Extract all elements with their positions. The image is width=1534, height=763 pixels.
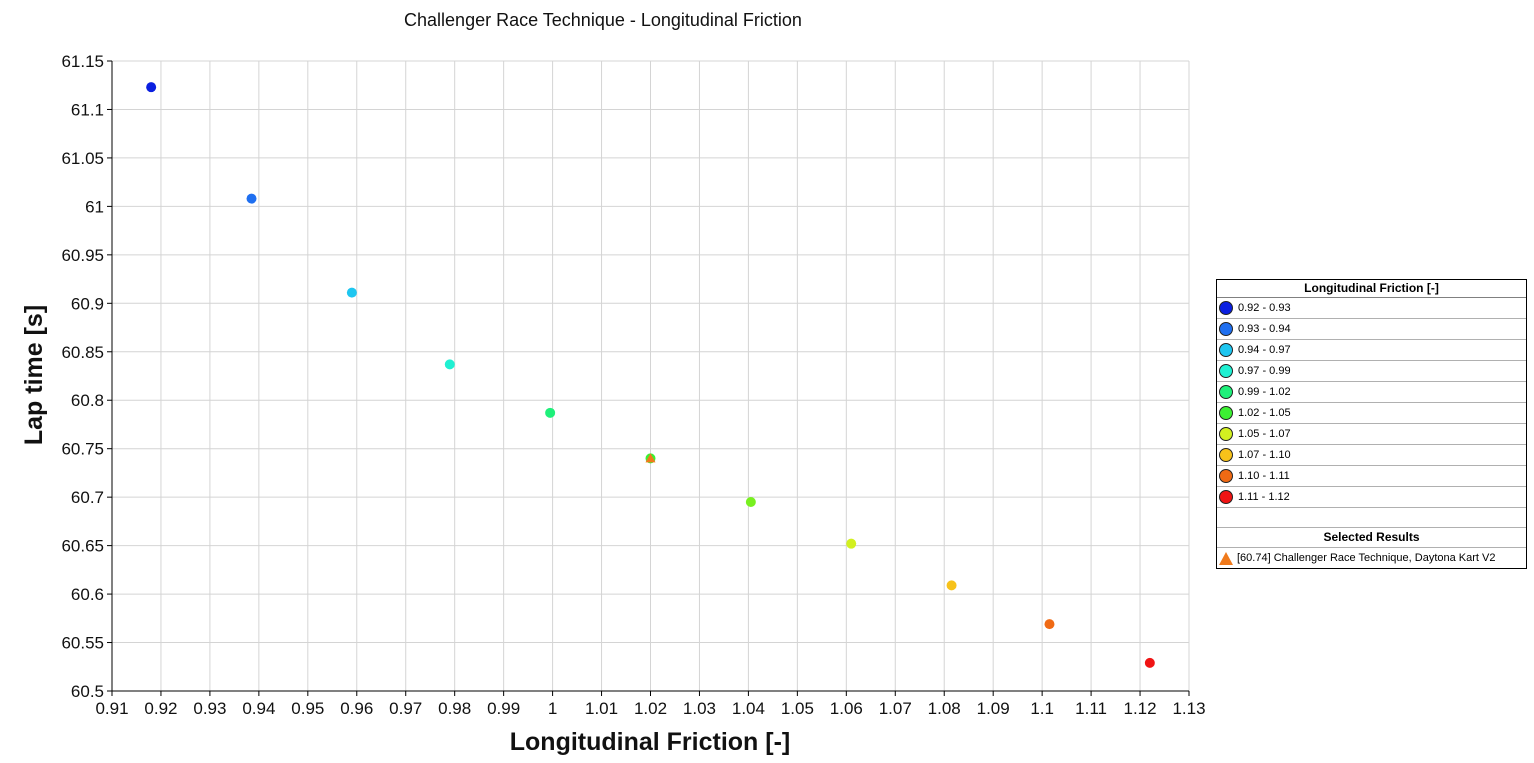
legend-swatch-icon <box>1219 301 1233 315</box>
legend-item-label: 1.10 - 1.11 <box>1238 470 1290 482</box>
x-tick-label: 1.1 <box>1030 699 1054 718</box>
legend-item: 0.94 - 0.97 <box>1217 340 1526 361</box>
legend-item: 0.93 - 0.94 <box>1217 319 1526 340</box>
legend-item: 1.10 - 1.11 <box>1217 466 1526 487</box>
x-tick-label: 1.12 <box>1123 699 1156 718</box>
x-tick-label: 1.03 <box>683 699 716 718</box>
y-tick-label: 61.1 <box>71 100 104 119</box>
data-point[interactable] <box>346 287 357 298</box>
x-tick-label: 1 <box>548 699 557 718</box>
legend-swatch-icon <box>1219 490 1233 504</box>
legend-item: 1.05 - 1.07 <box>1217 424 1526 445</box>
x-tick-label: 0.99 <box>487 699 520 718</box>
x-tick-label: 1.01 <box>585 699 618 718</box>
x-tick-label: 0.94 <box>242 699 275 718</box>
y-tick-label: 60.75 <box>61 440 104 459</box>
data-point[interactable] <box>1144 657 1155 668</box>
legend-swatch-icon <box>1219 385 1233 399</box>
legend-item: 0.97 - 0.99 <box>1217 361 1526 382</box>
y-tick-label: 60.85 <box>61 343 104 362</box>
y-tick-label: 60.8 <box>71 391 104 410</box>
legend-swatch-icon <box>1219 343 1233 357</box>
y-axis-tick-labels: 60.5 60.55 60.6 60.65 60.7 60.75 60.8 60.85 60.9… <box>61 52 104 701</box>
y-tick-label: 61 <box>85 197 104 216</box>
x-axis-tick-labels: 0.91 0.92 0.93 0.94 0.95 0.96 0.97 0.98 0.99 1 1.0… <box>95 699 1205 718</box>
x-tick-label: 1.08 <box>928 699 961 718</box>
data-point[interactable] <box>444 359 455 370</box>
legend-item-label: 0.92 - 0.93 <box>1238 302 1291 314</box>
y-tick-label: 60.65 <box>61 537 104 556</box>
legend-item: 1.07 - 1.10 <box>1217 445 1526 466</box>
legend-item-label: 1.05 - 1.07 <box>1238 428 1291 440</box>
data-point[interactable] <box>545 407 556 418</box>
chart-title: Challenger Race Technique - Longitudinal… <box>404 10 802 30</box>
legend-item-label: 1.02 - 1.05 <box>1238 407 1291 419</box>
triangle-marker-icon <box>1219 551 1233 565</box>
legend-item-label: 1.07 - 1.10 <box>1238 449 1291 461</box>
selected-points <box>645 453 656 463</box>
legend-selected-entry: [60.74] Challenger Race Technique, Dayto… <box>1217 548 1526 568</box>
data-point[interactable] <box>846 538 857 549</box>
x-tick-label: 1.06 <box>830 699 863 718</box>
legend-item-label: 0.93 - 0.94 <box>1238 323 1291 335</box>
x-tick-label: 1.04 <box>732 699 765 718</box>
legend-swatch-icon <box>1219 469 1233 483</box>
x-tick-label: 1.11 <box>1075 699 1107 718</box>
y-axis-label: Lap time [s] <box>20 305 48 445</box>
x-tick-label: 1.05 <box>781 699 814 718</box>
x-tick-label: 0.97 <box>389 699 422 718</box>
legend-item: 0.99 - 1.02 <box>1217 382 1526 403</box>
x-tick-label: 0.92 <box>144 699 177 718</box>
y-tick-label: 60.95 <box>61 246 104 265</box>
legend-spacer <box>1217 508 1526 528</box>
x-tick-label: 0.91 <box>95 699 128 718</box>
data-point[interactable] <box>246 193 257 204</box>
y-tick-label: 60.7 <box>71 488 104 507</box>
legend-swatch-icon <box>1219 427 1233 441</box>
x-tick-label: 1.09 <box>977 699 1010 718</box>
axes <box>107 60 1190 696</box>
data-point[interactable] <box>745 497 756 507</box>
data-point[interactable] <box>1044 619 1055 630</box>
x-tick-label: 1.02 <box>634 699 667 718</box>
selected-point-triangle[interactable] <box>645 453 656 463</box>
x-axis-label: Longitudinal Friction [-] <box>510 728 791 756</box>
y-tick-label: 61.15 <box>61 52 104 71</box>
legend: Longitudinal Friction [-] 0.92 - 0.93 0.9… <box>1216 279 1527 569</box>
grid-lines <box>111 60 1190 692</box>
y-tick-label: 60.5 <box>71 682 104 701</box>
x-tick-label: 0.95 <box>291 699 324 718</box>
legend-selected-label: [60.74] Challenger Race Technique, Dayto… <box>1237 552 1496 564</box>
x-tick-label: 1.07 <box>879 699 912 718</box>
y-tick-label: 60.6 <box>71 585 104 604</box>
legend-item: 1.11 - 1.12 <box>1217 487 1526 508</box>
legend-title: Longitudinal Friction [-] <box>1217 280 1526 298</box>
x-tick-label: 1.13 <box>1172 699 1205 718</box>
x-tick-label: 0.98 <box>438 699 471 718</box>
legend-item-label: 0.97 - 0.99 <box>1238 365 1291 377</box>
legend-swatch-icon <box>1219 448 1233 462</box>
legend-item-label: 0.94 - 0.97 <box>1238 344 1291 356</box>
x-tick-label: 0.93 <box>193 699 226 718</box>
legend-swatch-icon <box>1219 406 1233 420</box>
data-point[interactable] <box>946 580 957 591</box>
y-tick-label: 61.05 <box>61 149 104 168</box>
x-tick-label: 0.96 <box>340 699 373 718</box>
legend-swatch-icon <box>1219 364 1233 378</box>
legend-items: 0.92 - 0.93 0.93 - 0.94 0.94 - 0.97 0.97 - … <box>1217 298 1526 508</box>
legend-swatch-icon <box>1219 322 1233 336</box>
data-point[interactable] <box>146 82 157 93</box>
legend-selected-title: Selected Results <box>1217 528 1526 548</box>
legend-item-label: 1.11 - 1.12 <box>1238 491 1290 503</box>
legend-item: 1.02 - 1.05 <box>1217 403 1526 424</box>
y-tick-label: 60.55 <box>61 634 104 653</box>
legend-item-label: 0.99 - 1.02 <box>1238 386 1291 398</box>
legend-item: 0.92 - 0.93 <box>1217 298 1526 319</box>
y-tick-label: 60.9 <box>71 294 104 313</box>
